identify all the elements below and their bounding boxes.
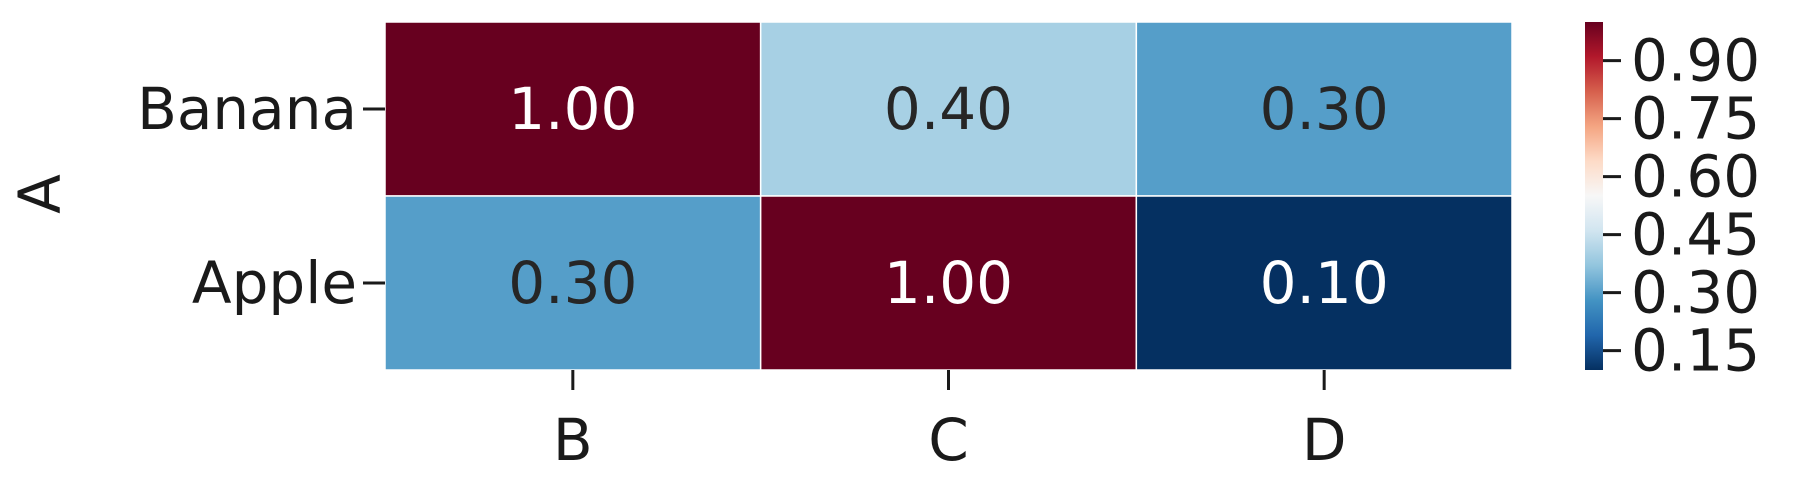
x-tick-label: B — [553, 406, 593, 474]
x-tick-label: D — [1302, 406, 1347, 474]
cell-value-label: 1.00 — [884, 249, 1013, 317]
heatmap-cell — [1135, 21, 1513, 197]
cell-value-label: 0.10 — [1260, 249, 1389, 317]
heatmap-cell — [384, 21, 762, 197]
colorbar-tick-label: 0.90 — [1631, 27, 1760, 95]
colorbar-gradient — [1585, 22, 1603, 370]
x-tick-label: C — [928, 406, 969, 474]
cell-value-label: 1.00 — [508, 75, 637, 143]
heatmap-cell-labels: 1.00 0.40 0.30 0.30 1.00 0.10 — [508, 75, 1388, 317]
heatmap-cell — [759, 195, 1138, 371]
y-axis: Banana Apple — [137, 75, 385, 317]
cell-value-label: 0.30 — [1260, 75, 1389, 143]
y-tick-label: Apple — [192, 249, 357, 317]
cell-value-label: 0.40 — [884, 75, 1013, 143]
heatmap-cell — [384, 195, 762, 371]
colorbar-tick-label: 0.30 — [1631, 259, 1760, 327]
heatmap-cells — [384, 21, 1513, 371]
colorbar-tick-label: 0.60 — [1631, 143, 1760, 211]
y-tick-label: Banana — [137, 75, 357, 143]
heatmap-cell — [1135, 195, 1513, 371]
colorbar-tick-label: 0.75 — [1631, 85, 1760, 153]
x-axis: B C D — [553, 370, 1347, 474]
heatmap-cell — [759, 21, 1138, 197]
colorbar: 0.150.300.450.600.750.90 — [1585, 22, 1760, 385]
colorbar-tick-label: 0.45 — [1631, 201, 1760, 269]
colorbar-tick-label: 0.15 — [1631, 317, 1760, 385]
cell-value-label: 0.30 — [508, 249, 637, 317]
y-axis-title: A — [6, 174, 74, 214]
